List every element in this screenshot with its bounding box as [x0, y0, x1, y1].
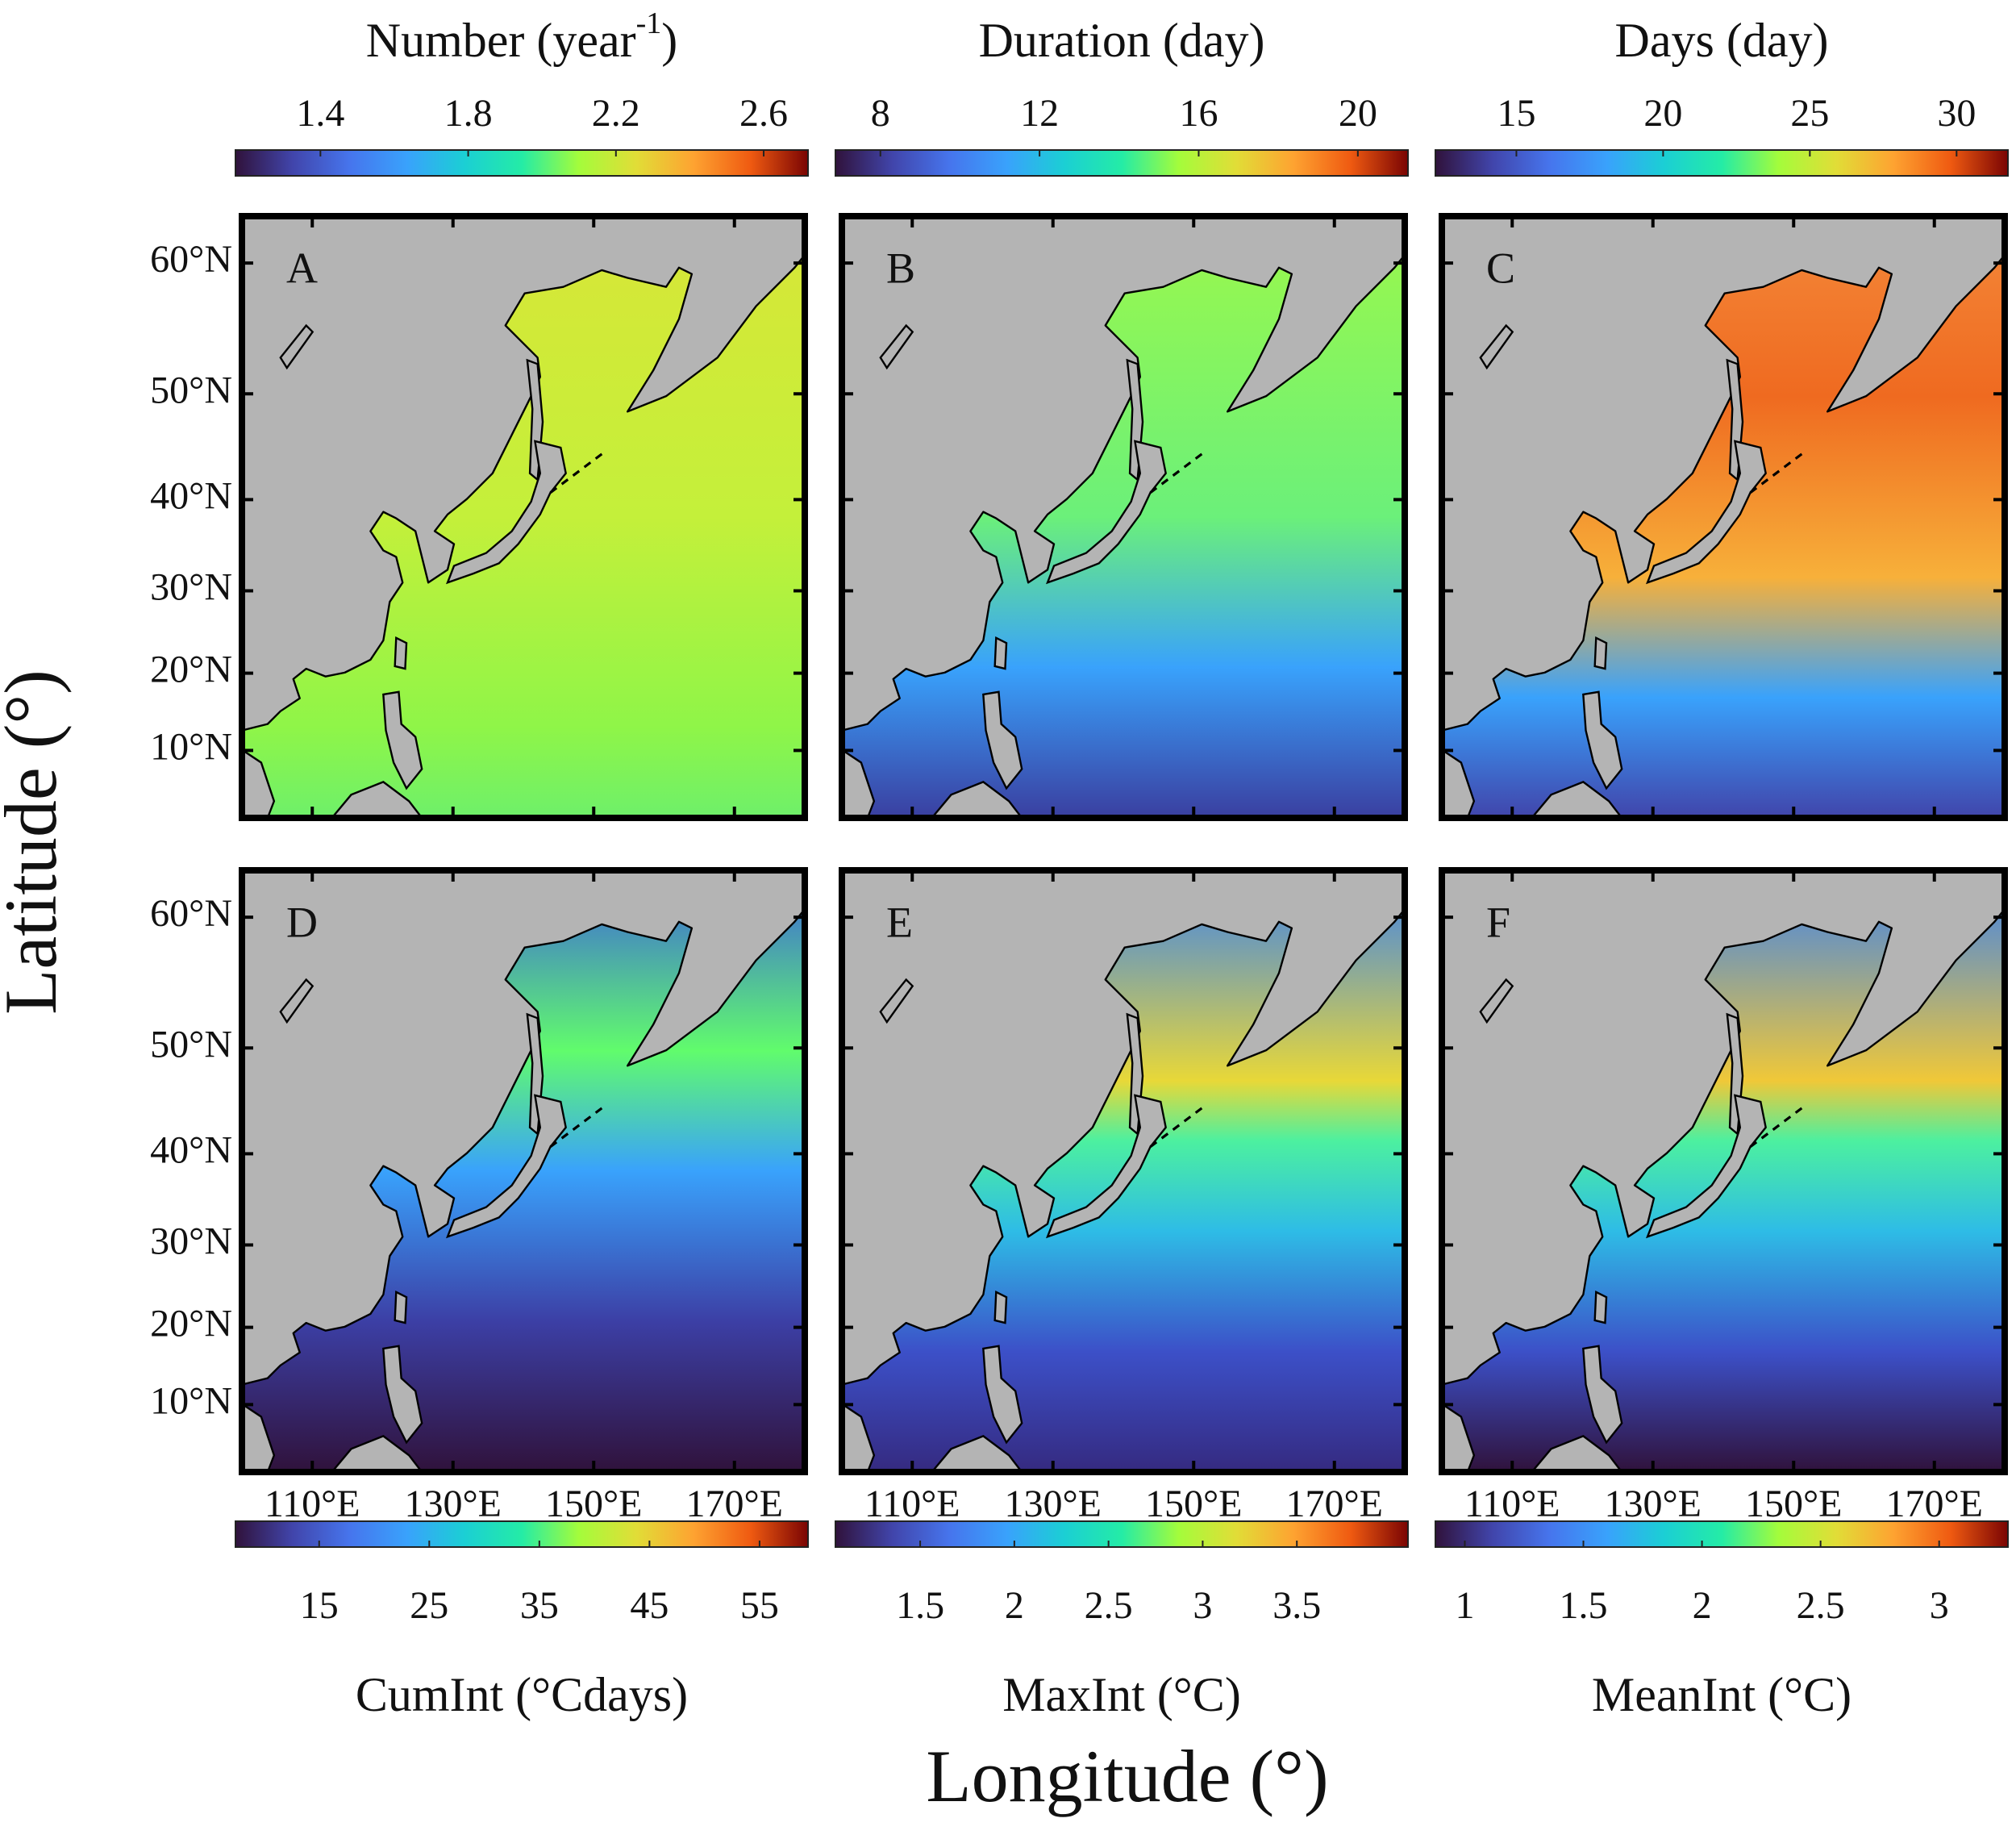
- panel-label: E: [886, 898, 913, 946]
- colorbar-tick-label: 2.6: [739, 92, 788, 135]
- x-axis-label: Longitude (°): [926, 1735, 1328, 1817]
- colorbar-tick-label: 25: [410, 1584, 448, 1627]
- lon-tick-label: 110°E: [264, 1483, 360, 1525]
- panel-frame: [1439, 213, 2008, 821]
- colorbar: [1435, 1520, 2009, 1548]
- colorbar-tick-label: 2.5: [1797, 1584, 1845, 1627]
- lat-tick-label: 20°N: [150, 649, 232, 691]
- panel-label: B: [886, 244, 915, 292]
- panel-frame: [839, 213, 1408, 821]
- colorbar-title-text: Duration (day): [979, 14, 1265, 67]
- colorbar-tick-label: 20: [1643, 92, 1682, 135]
- colorbar-tick-label: 2.2: [592, 92, 640, 135]
- colorbar-title-text: MaxInt (°C): [1002, 1668, 1241, 1721]
- colorbar-tick-label: 1.5: [896, 1584, 944, 1627]
- map-panel: [842, 216, 1405, 818]
- colorbar-tick-label: 1: [1455, 1584, 1474, 1627]
- map-panel: [242, 870, 805, 1472]
- colorbar-tick-label: 3: [1193, 1584, 1212, 1627]
- lat-tick-label: 60°N: [150, 892, 232, 935]
- lon-tick-label: 150°E: [545, 1483, 643, 1525]
- colorbar-tick-label: 20: [1339, 92, 1377, 135]
- colorbar-title: CumInt (°Cdays): [356, 1668, 688, 1721]
- lat-tick-label: 10°N: [150, 725, 232, 768]
- colorbar-tick-label: 1.8: [444, 92, 493, 135]
- lat-tick-label: 50°N: [150, 369, 232, 411]
- colorbar-tick-label: 55: [740, 1584, 779, 1627]
- colorbar-tick-label: 25: [1790, 92, 1829, 135]
- colorbar-tick-label: 16: [1179, 92, 1218, 135]
- lon-tick-label: 150°E: [1145, 1483, 1243, 1525]
- colorbar: [1435, 149, 2009, 177]
- lon-tick-label: 130°E: [404, 1483, 502, 1525]
- lon-tick-label: 130°E: [1604, 1483, 1702, 1525]
- panel-frame: [239, 867, 808, 1475]
- colorbar-tick-label: 1.4: [296, 92, 344, 135]
- lon-tick-label: 170°E: [685, 1483, 783, 1525]
- colorbar-title: Duration (day): [979, 14, 1265, 67]
- map-panel: [1442, 216, 2005, 818]
- lon-tick-label: 170°E: [1885, 1483, 1983, 1525]
- colorbar-title: MaxInt (°C): [1002, 1668, 1241, 1721]
- colorbar-title: Number (year-1): [366, 6, 677, 67]
- map-panel: [842, 870, 1405, 1472]
- lon-tick-label: 170°E: [1285, 1483, 1383, 1525]
- colorbar-tick-label: 12: [1020, 92, 1059, 135]
- panel-label: F: [1486, 898, 1510, 946]
- panel-label: C: [1486, 244, 1515, 292]
- y-axis-label: Latitude (°): [0, 669, 72, 1015]
- colorbar-tick-label: 2: [1693, 1584, 1712, 1627]
- panel-label: D: [286, 898, 318, 946]
- colorbar-tick-label: 3: [1930, 1584, 1949, 1627]
- colorbar-title: MeanInt (°C): [1592, 1668, 1851, 1721]
- colorbar-tick-label: 3.5: [1272, 1584, 1321, 1627]
- colorbar-title: Days (day): [1615, 14, 1829, 67]
- lat-tick-label: 50°N: [150, 1023, 232, 1066]
- lon-tick-label: 130°E: [1004, 1483, 1102, 1525]
- lat-tick-label: 40°N: [150, 1128, 232, 1171]
- colorbar-tick-label: 45: [630, 1584, 669, 1627]
- colorbar: [235, 149, 809, 177]
- lat-tick-label: 30°N: [150, 565, 232, 608]
- lon-tick-label: 150°E: [1745, 1483, 1843, 1525]
- lat-tick-label: 40°N: [150, 474, 232, 517]
- map-panel: [1442, 870, 2005, 1472]
- colorbar-title-text: CumInt (°Cdays): [356, 1668, 688, 1721]
- colorbar-title-text: Number (year: [366, 14, 636, 67]
- colorbar-title-suffix: ): [661, 14, 677, 67]
- colorbar-title-superscript: -1: [636, 6, 662, 40]
- colorbar-tick-label: 15: [1497, 92, 1535, 135]
- colorbar-tick-label: 2.5: [1085, 1584, 1133, 1627]
- colorbar-tick-label: 8: [871, 92, 890, 135]
- colorbar: [835, 1520, 1409, 1548]
- colorbar-tick-label: 15: [300, 1584, 339, 1627]
- panel-frame: [239, 213, 808, 821]
- lat-tick-label: 30°N: [150, 1220, 232, 1262]
- colorbar-tick-label: 1.5: [1560, 1584, 1608, 1627]
- lon-tick-label: 110°E: [1464, 1483, 1560, 1525]
- colorbar-title-text: MeanInt (°C): [1592, 1668, 1851, 1721]
- colorbar-tick-label: 2: [1005, 1584, 1024, 1627]
- panel-frame: [1439, 867, 2008, 1475]
- panel-label: A: [286, 244, 318, 292]
- colorbar-tick-label: 35: [520, 1584, 559, 1627]
- colorbar-tick-label: 30: [1937, 92, 1976, 135]
- colorbar-title-text: Days (day): [1615, 14, 1829, 67]
- lat-tick-label: 60°N: [150, 238, 232, 281]
- lat-tick-label: 10°N: [150, 1379, 232, 1422]
- lon-tick-label: 110°E: [864, 1483, 960, 1525]
- lat-tick-label: 20°N: [150, 1303, 232, 1345]
- panel-frame: [839, 867, 1408, 1475]
- map-panel: [242, 216, 805, 818]
- colorbar: [835, 149, 1409, 177]
- colorbar: [235, 1520, 809, 1548]
